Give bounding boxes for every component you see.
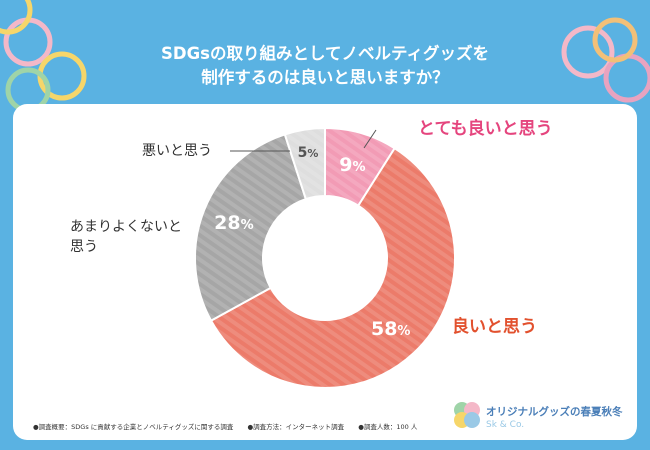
footnote-overview: ●調査概要：SDGs に貢献する企業とノベルティグッズに関する調査 <box>33 423 234 431</box>
value-label-not-very-good: 28% <box>214 212 253 234</box>
label-very-good: とても良いと思う <box>418 119 553 139</box>
footnote-method: ●調査方法：インターネット調査 <box>247 423 345 431</box>
value-label-very-good: 9% <box>339 154 365 176</box>
brand-logo-icon <box>454 402 480 428</box>
decorative-rings <box>0 0 650 110</box>
slice-stripes-very-good <box>325 128 395 206</box>
title-line-1: SDGsの取り組みとしてノベルティグッズを <box>161 44 489 63</box>
title-line-2: 制作するのは良いと思いますか？ <box>201 68 449 87</box>
label-not-very-good-line-1: あまりよくないと <box>70 219 182 235</box>
label-not-very-good: あまりよくないと 思う <box>70 217 182 257</box>
survey-footnote: ●調査概要：SDGs に貢献する企業とノベルティグッズに関する調査 ●調査方法：… <box>33 421 429 431</box>
value-label-good: 58% <box>371 318 410 340</box>
label-bad: 悪いと思う <box>142 143 212 159</box>
slice-stripes-not-very-good <box>195 134 306 321</box>
brand-name: オリジナルグッズの春夏秋冬 <box>486 406 623 418</box>
slice-stripes-bad <box>284 128 325 200</box>
brand-sub: Sk & Co. <box>486 420 525 430</box>
value-label-bad: 5% <box>298 145 319 161</box>
label-not-very-good-line-2: 思う <box>70 239 98 255</box>
leader-line-very-good <box>363 129 377 149</box>
slice-stripes-good <box>211 148 456 388</box>
label-good: 良いと思う <box>452 317 537 337</box>
footnote-respondents: ●調査人数：100 人 <box>358 423 418 431</box>
page-title: SDGsの取り組みとしてノベルティグッズを 制作するのは良いと思いますか？ <box>0 42 650 90</box>
